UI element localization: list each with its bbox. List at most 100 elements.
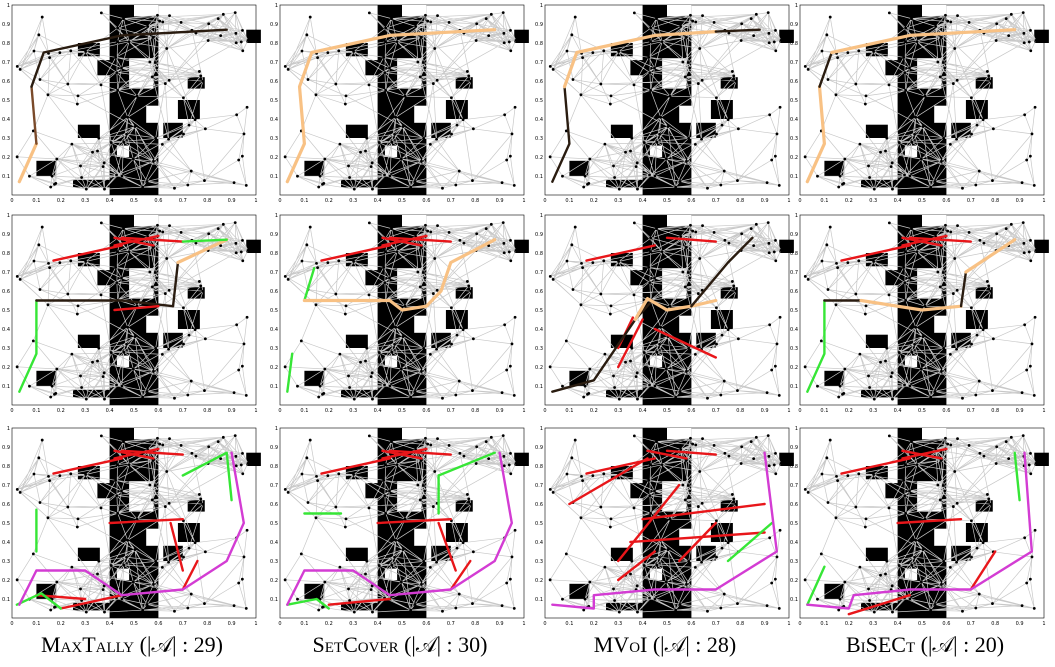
- graph-node: [465, 280, 469, 283]
- graph-node: [317, 185, 321, 189]
- obstacle: [177, 523, 200, 542]
- graph-node: [237, 158, 241, 162]
- y-tick-label: 0.5: [790, 98, 798, 104]
- graph-node: [450, 306, 453, 310]
- obstacle: [514, 239, 529, 253]
- graph-node: [334, 292, 338, 296]
- graph-node: [126, 538, 130, 542]
- y-tick-label: 0.8: [790, 251, 798, 257]
- panel: 0 0.1 0.2 0.3 0.4 0.5 0.6 0.7 0.8 0.9 10.10.20.30.…: [270, 3, 529, 204]
- path-d: [690, 236, 754, 308]
- graph-node: [668, 94, 672, 98]
- x-tick-label: 0.1: [820, 621, 828, 627]
- graph-node: [371, 187, 374, 191]
- graph-node: [974, 183, 978, 187]
- path-r: [617, 483, 681, 563]
- graph-node: [109, 564, 113, 568]
- x-tick-label: 0.6: [422, 621, 430, 627]
- obstacle: [97, 60, 120, 76]
- graph-node: [936, 60, 940, 64]
- graph-node: [50, 384, 54, 388]
- graph-node: [116, 463, 119, 467]
- graph-node: [884, 572, 887, 576]
- free-space: [922, 5, 947, 17]
- path-r: [901, 447, 948, 460]
- graph-node: [836, 479, 839, 483]
- path-t: [830, 28, 1017, 55]
- y-tick-label: 0.6: [790, 79, 798, 85]
- graph-node: [921, 125, 925, 128]
- graph-node: [939, 245, 943, 249]
- graph-node: [551, 490, 555, 494]
- graph-node: [465, 493, 469, 496]
- graph-node: [910, 563, 914, 567]
- graph-node: [933, 390, 937, 393]
- graph-node: [649, 511, 653, 515]
- graph-node: [846, 51, 850, 55]
- graph-node: [426, 229, 430, 233]
- obstacle: [710, 523, 733, 542]
- graph-node: [203, 337, 207, 341]
- graph-node: [551, 277, 555, 281]
- graph-node: [201, 79, 205, 83]
- graph-node: [283, 487, 287, 491]
- x-tick-label: 0.4: [639, 621, 647, 627]
- graph-node: [40, 225, 44, 229]
- x-tick-label: 0.4: [374, 408, 382, 414]
- graph-node: [955, 78, 959, 82]
- path-g: [303, 267, 316, 302]
- graph-node: [179, 230, 183, 234]
- graph-node: [418, 75, 422, 79]
- graph-node: [664, 580, 668, 584]
- graph-node: [913, 555, 917, 559]
- graph-node: [305, 243, 309, 247]
- y-tick-label: 0.5: [2, 308, 10, 314]
- graph-node: [767, 251, 771, 255]
- graph-node: [364, 572, 367, 576]
- graph-node: [1020, 391, 1024, 395]
- x-tick-label: 0.1: [300, 408, 308, 414]
- x-tick-label: 0.6: [942, 198, 950, 204]
- y-tick-label: 0.7: [790, 60, 798, 66]
- graph-node: [97, 559, 101, 563]
- graph-node: [296, 174, 299, 178]
- graph-node: [773, 364, 777, 368]
- graph-node: [914, 325, 918, 329]
- graph-node: [803, 365, 807, 369]
- graph-node: [370, 371, 374, 375]
- graph-node: [199, 497, 203, 501]
- graph-node: [749, 440, 753, 444]
- graph-node: [199, 74, 203, 78]
- obstacle: [97, 483, 120, 499]
- obstacle: [965, 523, 988, 542]
- y-tick-label: 0.2: [270, 365, 278, 371]
- graph-node: [502, 31, 506, 35]
- x-tick-label: 0.7: [967, 408, 975, 414]
- x-tick-label: 0.2: [325, 621, 333, 627]
- graph-node: [740, 445, 744, 449]
- graph-node: [467, 74, 471, 78]
- graph-node: [653, 384, 657, 388]
- graph-node: [323, 580, 327, 584]
- graph-node: [715, 132, 718, 136]
- graph-node: [887, 434, 891, 438]
- graph-node: [70, 565, 74, 569]
- y-tick-label: 0.2: [790, 578, 798, 584]
- graph-node: [244, 183, 248, 187]
- graph-node: [416, 270, 420, 274]
- graph-node: [1007, 34, 1011, 37]
- y-tick-label: 0.1: [2, 597, 10, 603]
- graph-node: [919, 157, 923, 161]
- graph-node: [970, 555, 973, 559]
- graph-node: [203, 179, 206, 182]
- graph-node: [698, 47, 702, 50]
- graph-node: [548, 365, 552, 369]
- graph-node: [934, 25, 938, 28]
- obstacle: [73, 602, 110, 611]
- graph-node: [305, 33, 309, 37]
- graph-node: [377, 564, 381, 568]
- graph-node: [383, 173, 386, 177]
- graph-node: [246, 461, 250, 465]
- graph-node: [608, 312, 612, 316]
